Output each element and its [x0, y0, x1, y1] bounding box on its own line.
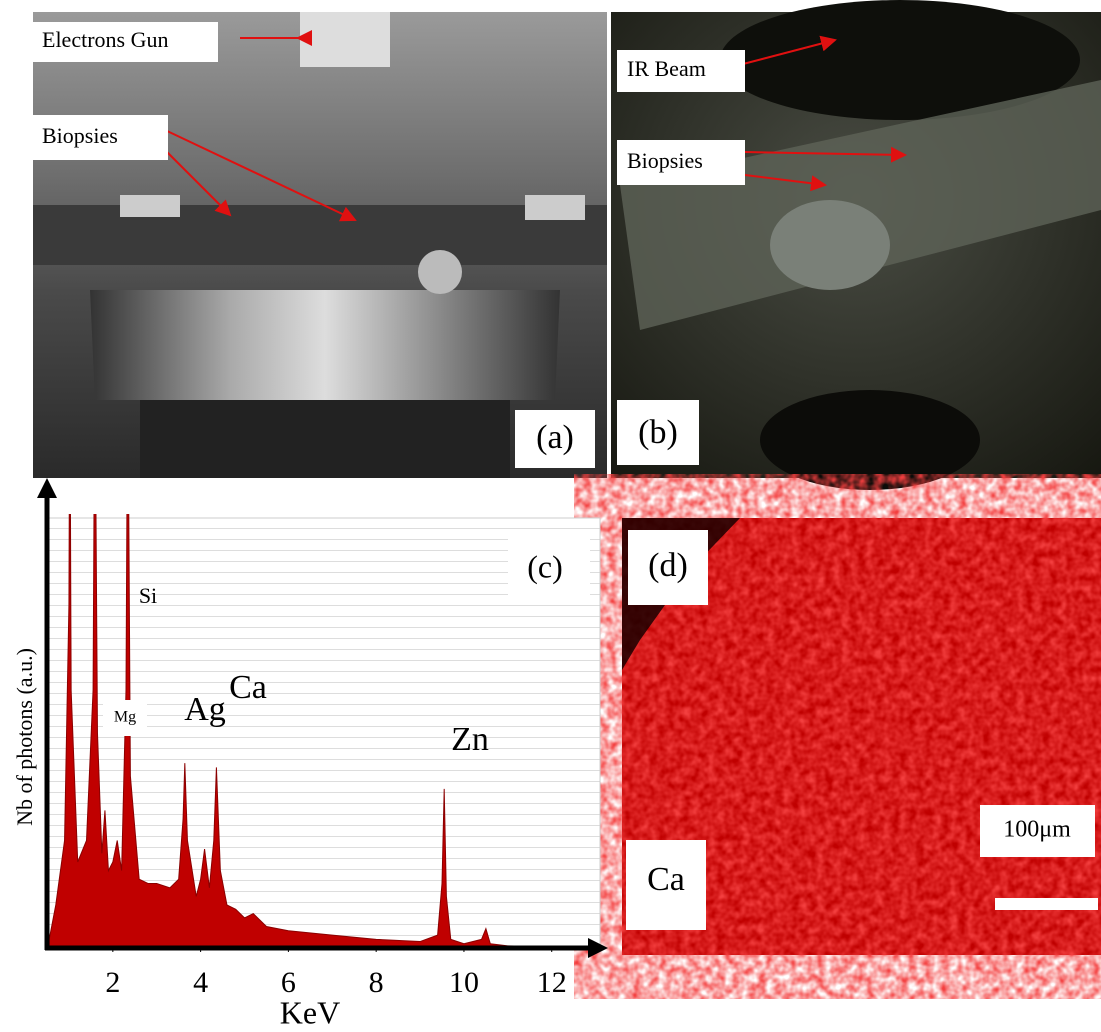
panel-label: (c): [527, 548, 563, 584]
x-axis-label: KeV: [280, 994, 340, 1030]
photo-a: Electrons Gun Biopsies (a): [33, 12, 607, 478]
annotation: Biopsies: [627, 148, 703, 173]
x-tick-label: 10: [449, 966, 479, 999]
element-label: Ca: [647, 861, 685, 898]
x-tick-label: 8: [369, 966, 384, 999]
annotation: IR Beam: [627, 56, 706, 81]
panel-label: (b): [638, 414, 678, 451]
photo-b: IR Beam Biopsies (b): [611, 0, 1101, 490]
panel-label: (a): [536, 419, 574, 456]
peak-label: Si: [139, 583, 157, 608]
peak-label: Zn: [451, 721, 489, 758]
peak-label: Ag: [184, 691, 226, 728]
annotation: Electrons Gun: [42, 27, 168, 52]
x-tick-label: 4: [193, 966, 208, 999]
panel-label: (d): [648, 547, 688, 584]
annotation: Biopsies: [42, 123, 118, 148]
x-tick-label: 2: [105, 966, 120, 999]
x-tick-label: 12: [537, 966, 567, 999]
y-axis-label: Nb of photons (a.u.): [12, 648, 37, 826]
map-d: (d) Ca 100μm: [622, 518, 1101, 955]
figure: Electrons Gun Biopsies (a) IR Beam Biops…: [0, 0, 1101, 1032]
peak-label: Ca: [229, 669, 267, 706]
peak-label: Mg: [114, 709, 136, 726]
scale-bar-label: 100μm: [1003, 817, 1071, 843]
